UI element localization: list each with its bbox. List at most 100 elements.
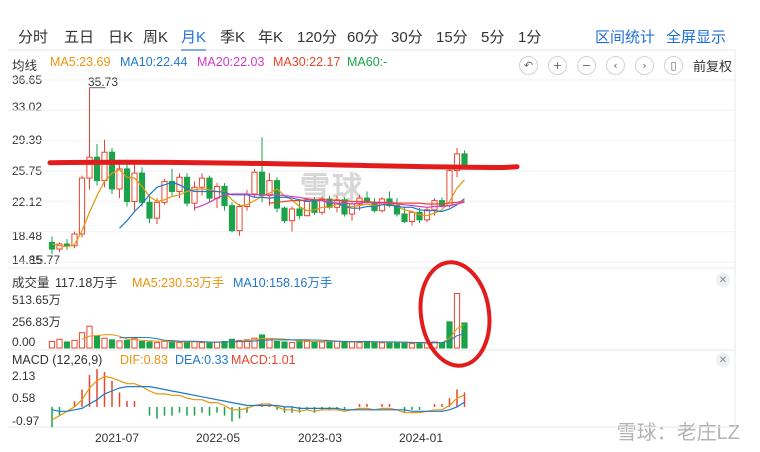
volume-bar-down	[341, 340, 348, 349]
candle-down	[461, 153, 468, 167]
volume-bar-up	[318, 341, 326, 349]
volume-bar-down	[221, 340, 228, 349]
scroll-left-icon[interactable]: ‹	[605, 56, 625, 75]
volume-spike-annotation-circle	[418, 260, 492, 368]
candle-down	[48, 241, 56, 250]
candle-down	[311, 200, 318, 213]
x-axis-tick: 2022-05	[195, 431, 241, 445]
volume-bar-up	[356, 342, 363, 349]
volume-bar-down	[401, 342, 408, 349]
candle-down	[416, 211, 423, 221]
tab-yearly-k[interactable]: 年K	[258, 29, 284, 46]
candle-up	[116, 168, 123, 190]
tab-60min[interactable]: 60分	[347, 29, 379, 46]
candle-down	[146, 201, 153, 219]
tab-5min[interactable]: 5分	[481, 29, 505, 46]
adjust-mode-button[interactable]: 前复权	[692, 59, 732, 74]
price-ytick: 29.39	[12, 133, 43, 147]
tab-daily-k[interactable]: 日K	[108, 29, 134, 46]
tab-30min[interactable]: 30分	[391, 29, 423, 46]
volume-bar-up	[251, 337, 258, 349]
fullscreen-button[interactable]: 全屏显示	[666, 29, 727, 46]
candle-up	[153, 201, 161, 219]
tab-5day[interactable]: 五日	[64, 29, 95, 46]
volume-bar-up	[288, 342, 296, 349]
volume-bar-down	[446, 321, 453, 349]
volume-bar-down	[461, 322, 468, 349]
period-tabs: 分时 五日 日K 周K 月K 季K 年K 120分 60分 30分 15分 5分…	[0, 22, 760, 51]
macd-ytick: -0.97	[12, 414, 40, 428]
ma10-legend: MA10:22.44	[120, 55, 188, 69]
range-stats-button[interactable]: 区间统计	[595, 29, 656, 46]
volume-bar-down	[393, 342, 401, 349]
volume-bar-down	[146, 341, 153, 349]
volume-title: 成交量	[12, 276, 50, 290]
volume-bar-down	[363, 340, 371, 349]
candle-down	[123, 168, 131, 202]
volume-bar-down	[108, 339, 116, 349]
candle-up	[453, 153, 461, 172]
tab-1min[interactable]: 1分	[518, 29, 542, 46]
candle-down	[438, 200, 446, 207]
candle-up	[288, 208, 296, 222]
ma30-legend: MA30:22.17	[273, 55, 341, 69]
tab-quarterly-k[interactable]: 季K	[220, 29, 246, 46]
candle-up	[266, 180, 273, 197]
tab-weekly-k[interactable]: 周K	[143, 29, 169, 46]
close-volume-panel-icon[interactable]: ✕	[716, 273, 730, 287]
scroll-right-icon[interactable]: ›	[634, 56, 654, 75]
candle-up	[198, 177, 206, 188]
candle-icon[interactable]: ▯	[663, 56, 683, 75]
ma5-legend: MA5:23.69	[50, 55, 111, 69]
volume-value: 117.18万手	[55, 276, 118, 290]
candle-up	[161, 180, 168, 203]
ma20-legend: MA20:22.03	[197, 55, 265, 69]
volume-bar-down	[371, 341, 378, 349]
candle-up	[101, 151, 108, 182]
volume-bar-up	[48, 340, 56, 349]
close-macd-panel-icon[interactable]: ✕	[716, 353, 730, 367]
volume-bar-up	[453, 292, 461, 349]
macd-dif-legend: DIF:0.83	[120, 353, 168, 367]
candle-up	[303, 200, 311, 217]
macd-ytick: 2.13	[12, 369, 36, 383]
macd-value-legend: MACD:1.01	[231, 353, 296, 367]
tab-15min[interactable]: 15分	[436, 29, 468, 46]
volume-bar-down	[311, 340, 318, 349]
volume-bar-up	[116, 340, 123, 349]
zoom-out-icon[interactable]: −	[576, 56, 596, 75]
volume-bar-up	[153, 342, 161, 349]
volume-bar-down	[438, 342, 446, 349]
zoom-in-icon[interactable]: +	[547, 56, 567, 75]
volume-bar-up	[101, 337, 108, 349]
undo-icon[interactable]: ↶	[518, 56, 538, 75]
ma-legend-title: 均线	[12, 59, 38, 73]
volume-ytick: 513.65万	[12, 293, 61, 307]
volume-bar-down	[281, 341, 288, 349]
volume-bar-up	[56, 338, 63, 349]
candle-down	[108, 151, 116, 190]
macd-ytick: 0.58	[12, 391, 36, 405]
volume-bar-up	[198, 342, 206, 349]
macd-dea-line	[51, 386, 465, 412]
low-price-label: 15.77	[30, 253, 61, 267]
candle-down	[63, 243, 71, 247]
volume-bar-down	[273, 340, 281, 349]
candle-down	[228, 205, 236, 232]
tab-120min[interactable]: 120分	[297, 29, 338, 46]
volume-bar-up	[71, 339, 78, 349]
volume-bar-up	[236, 339, 243, 349]
volume-bar-down	[386, 341, 393, 349]
candle-up	[236, 205, 243, 232]
volume-ytick: 0.00	[12, 335, 36, 349]
candle-down	[258, 171, 266, 197]
volume-bar-down	[93, 335, 101, 349]
candle-up	[318, 198, 326, 213]
volume-bar-up	[191, 340, 198, 349]
tab-minute[interactable]: 分时	[18, 29, 49, 46]
candle-down	[393, 205, 401, 215]
vol-ma10-legend: MA10:158.16万手	[233, 276, 333, 290]
macd-dea-legend: DEA:0.33	[175, 353, 229, 367]
price-ytick: 18.48	[12, 229, 43, 243]
